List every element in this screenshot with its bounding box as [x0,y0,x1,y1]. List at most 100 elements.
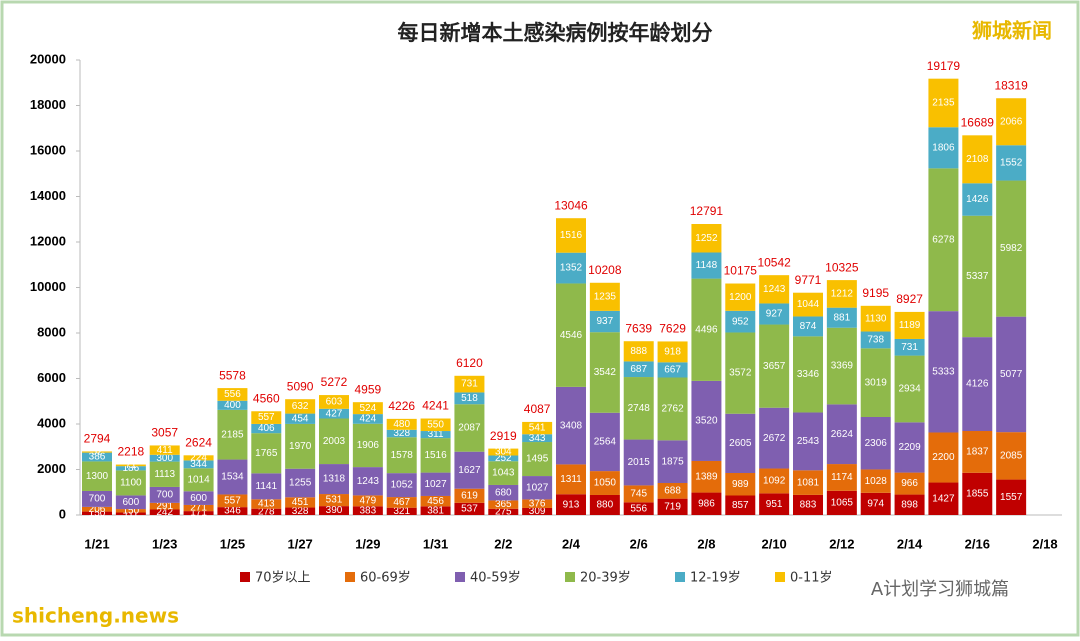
segment-label: 1027 [424,479,447,490]
bar-segment [928,127,959,169]
bar-segment [826,327,857,405]
segment-label: 400 [224,400,241,411]
x-tick-label: 2/12 [829,536,854,551]
bar-segment [928,168,959,312]
segment-label: 1534 [221,472,244,483]
x-tick-label: 2/8 [697,536,715,551]
segment-label: 1855 [966,489,989,500]
bar-segment [319,494,349,507]
segment-label: 531 [326,495,343,506]
segment-label: 5077 [1000,369,1023,380]
segment-label: 2085 [1000,451,1023,462]
bar-segment [759,324,790,408]
segment-label: 1318 [323,474,346,485]
bar-segment [657,377,688,441]
bar-segment [996,432,1027,480]
bar-segment [691,224,722,253]
bar-segment [589,412,620,472]
segment-label: 1311 [560,474,582,485]
segment-label: 680 [495,487,512,498]
segment-label: 1014 [187,474,210,485]
bar-segment [285,468,316,498]
total-label: 19179 [927,59,961,73]
x-tick-label: 2/6 [630,536,648,551]
segment-label: 1189 [899,320,921,331]
bar-segment [691,460,722,493]
bar-segment [285,507,316,515]
total-label: 5090 [287,379,314,393]
segment-label: 537 [461,504,478,515]
total-label: 4560 [253,391,280,405]
segment-label: 311 [428,429,444,440]
y-tick-label: 4000 [37,415,66,430]
bar-segment [420,506,451,515]
bar-segment [623,439,654,486]
segment-label: 454 [292,413,309,424]
bar-segment [386,418,417,430]
segment-label: 880 [597,500,614,511]
total-label: 2218 [118,445,145,459]
segment-label: 5982 [1000,243,1023,254]
bar-segment [793,292,823,317]
x-tick-label: 2/18 [1032,536,1057,551]
segment-label: 913 [563,499,580,510]
bar-segment [420,431,451,439]
y-tick-label: 16000 [30,142,66,157]
segment-label: 1113 [154,469,175,480]
bar-segment [928,482,959,515]
segment-label: 1043 [492,468,515,479]
bar-segment [962,337,993,432]
bar-segment [217,494,248,508]
segment-label: 888 [630,346,647,357]
bar-segment [759,303,790,325]
segment-label: 413 [258,499,275,510]
y-tick-label: 6000 [37,370,66,385]
bar-segment [319,395,349,409]
segment-label: 365 [495,499,512,510]
bar-segment [285,413,316,424]
bar-segment [115,509,146,513]
segment-label: 1970 [289,441,312,452]
bar-segment [319,464,349,495]
bar-segment [454,404,485,452]
bar-segment [962,183,993,216]
total-label: 10175 [724,264,758,278]
legend-swatch [240,572,250,582]
segment-label: 1130 [865,313,887,324]
y-tick-label: 2000 [37,461,66,476]
segment-label: 186 [123,463,140,474]
bar-segment [183,504,214,512]
segment-label: 427 [326,408,343,419]
x-tick-label: 2/16 [965,536,990,551]
segment-label: 1495 [526,454,549,465]
segment-label: 304 [495,447,512,458]
segment-label: 2066 [1000,116,1023,127]
segment-label: 2564 [594,437,617,448]
bar-segment [894,355,925,423]
segment-label: 1252 [695,233,718,244]
segment-label: 898 [901,499,918,510]
segment-label: 1557 [1000,492,1023,503]
segment-label: 111 [123,508,139,519]
bar-segment [352,467,383,496]
total-label: 2794 [84,432,111,446]
segment-label: 1028 [865,476,888,487]
bar-segment [82,451,112,453]
bar-segment [928,311,959,433]
bar-segment [962,431,993,473]
bar-segment [556,494,586,515]
segment-label: 700 [156,490,173,501]
bar-segment [251,433,282,474]
legend-label: 12-19岁 [690,571,741,586]
segment-label: 328 [292,506,309,517]
segment-label: 966 [901,478,918,489]
segment-label: 1627 [458,465,481,476]
segment-label: 2200 [932,452,955,463]
segment-label: 300 [156,453,173,464]
bar-segment [352,423,383,468]
bar-segment [556,386,586,465]
x-tick-label: 1/23 [152,536,177,551]
bar-segment [352,402,383,415]
segment-label: 2762 [661,404,684,415]
y-tick-label: 12000 [30,233,66,248]
